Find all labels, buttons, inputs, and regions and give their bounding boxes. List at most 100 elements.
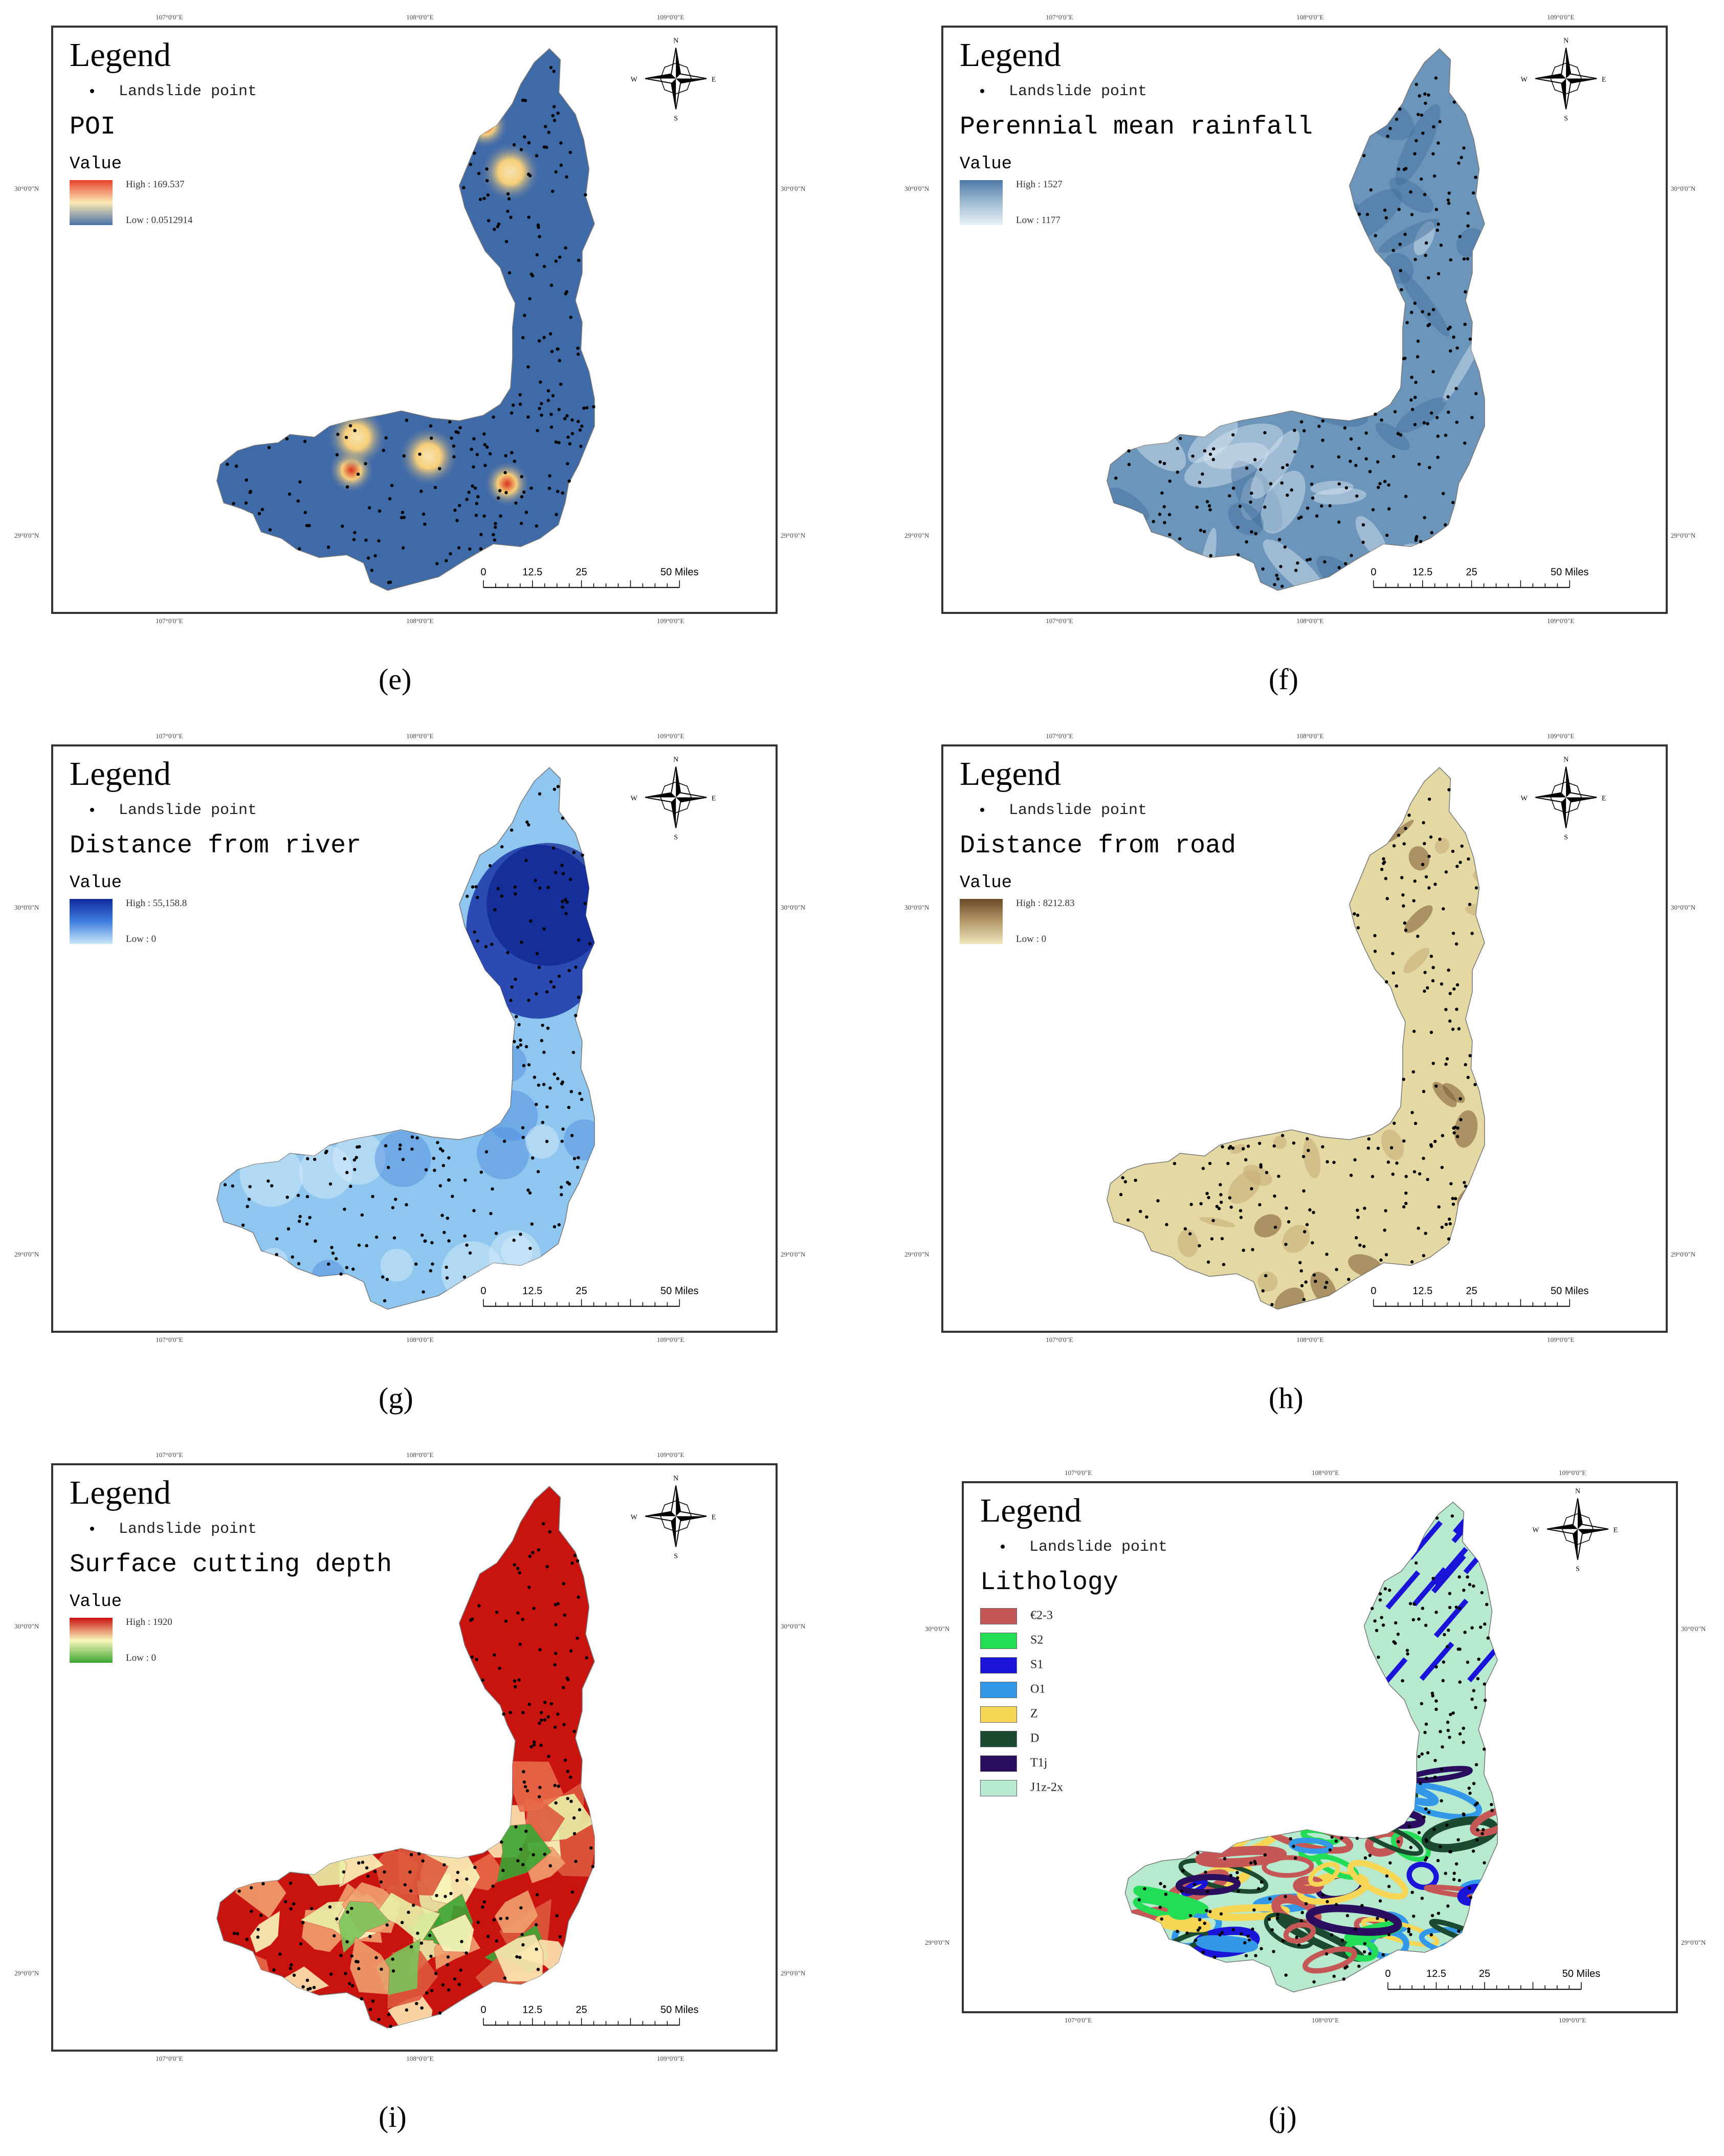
lon-tick-bottom: 108°0'0"E: [406, 1336, 434, 1344]
lon-tick-top: 108°0'0"E: [1296, 732, 1324, 740]
north-arrow-icon: N S E W: [1521, 37, 1606, 123]
legend-title: Legend: [980, 1492, 1081, 1529]
legend-color-ramp: [70, 180, 113, 225]
study-area-map: N S E W 0 12.5 25 50 Miles: [1107, 37, 1606, 591]
class-swatch: [980, 1706, 1017, 1723]
lat-tick-left: 29°0'0"N: [904, 532, 930, 539]
legend-lithology-class: S1: [980, 1657, 1043, 1674]
scale-label: 25: [576, 2004, 587, 2015]
lat-tick-right: 29°0'0"N: [781, 1250, 806, 1258]
lon-tick-bottom: 108°0'0"E: [1296, 1336, 1324, 1344]
compass-w-label: W: [1532, 1527, 1539, 1534]
scale-bar: 0 12.5 25 50 Miles: [480, 1285, 699, 1307]
class-swatch: [980, 1731, 1017, 1747]
compass-e-label: E: [712, 795, 716, 803]
study-area-map: N S E W 0 12.5 25 50 Miles: [1124, 1488, 1618, 1993]
legend-variable-title: Perennial mean rainfall: [960, 113, 1313, 142]
lat-tick-right: 30°0'0"N: [781, 903, 806, 911]
legend-landslide-point: Landslide point: [980, 83, 1147, 100]
legend-title: Legend: [70, 36, 171, 74]
scale-label: 12.5: [1412, 566, 1432, 578]
lon-tick-top: 107°0'0"E: [1046, 13, 1073, 21]
scale-label: 50 Miles: [660, 566, 698, 578]
scale-label: 12.5: [522, 2004, 542, 2015]
scale-label: 12.5: [1426, 1968, 1446, 1979]
lat-tick-left: 29°0'0"N: [14, 1969, 39, 1977]
legend-value-label: Value: [70, 155, 122, 174]
scale-label: 50 Miles: [660, 2004, 698, 2015]
lon-tick-bottom: 109°0'0"E: [657, 1336, 684, 1344]
compass-s-label: S: [1564, 834, 1568, 842]
class-swatch: [980, 1682, 1017, 1698]
lon-tick-top: 107°0'0"E: [1065, 1469, 1092, 1477]
scale-bar: 0 12.5 25 50 Miles: [1371, 566, 1589, 588]
class-label: €2-3: [1030, 1609, 1053, 1622]
scale-label: 0: [1371, 1285, 1376, 1296]
lon-tick-bottom: 107°0'0"E: [1065, 2016, 1092, 2024]
lat-tick-left: 30°0'0"N: [14, 903, 39, 911]
class-label: S2: [1030, 1633, 1044, 1647]
lat-tick-left: 30°0'0"N: [14, 184, 39, 192]
lon-tick-top: 109°0'0"E: [1547, 732, 1575, 740]
north-arrow-icon: N S E W: [1521, 756, 1606, 842]
compass-s-label: S: [674, 1553, 678, 1560]
compass-s-label: S: [674, 115, 678, 123]
scale-label: 12.5: [1412, 1285, 1432, 1296]
lat-tick-right: 29°0'0"N: [1671, 532, 1696, 539]
compass-n-label: N: [1563, 37, 1568, 45]
panel-caption: (h): [1269, 1381, 1303, 1415]
point-label: Landslide point: [1029, 1538, 1168, 1556]
legend-value-label: Value: [70, 873, 122, 893]
legend-color-ramp: [70, 1618, 113, 1663]
legend-value-label: Value: [70, 1592, 122, 1612]
legend-color-ramp: [960, 899, 1003, 944]
panel-caption: (j): [1269, 2100, 1297, 2133]
point-symbol-icon: [1001, 1545, 1005, 1549]
compass-n-label: N: [1563, 756, 1568, 764]
scale-label: 25: [576, 1285, 587, 1296]
legend-low-label: Low : 0: [1016, 934, 1047, 944]
point-label: Landslide point: [1009, 83, 1147, 100]
scale-label: 50 Miles: [1551, 1285, 1588, 1296]
legend-high-label: High : 1920: [126, 1617, 172, 1627]
compass-n-label: N: [673, 1475, 678, 1483]
legend-landslide-point: Landslide point: [90, 802, 257, 819]
lon-tick-bottom: 108°0'0"E: [1312, 2016, 1339, 2024]
lon-tick-bottom: 107°0'0"E: [1046, 1336, 1073, 1344]
lon-tick-bottom: 108°0'0"E: [406, 2055, 434, 2062]
legend-landslide-point: Landslide point: [1001, 1538, 1167, 1556]
lon-tick-top: 108°0'0"E: [406, 732, 434, 740]
compass-s-label: S: [1576, 1566, 1580, 1573]
study-area-fill: [1107, 767, 1485, 1310]
landslide-points: [226, 65, 595, 584]
legend-low-label: Low : 1177: [1016, 215, 1060, 226]
lon-tick-bottom: 107°0'0"E: [156, 2055, 183, 2062]
compass-e-label: E: [712, 76, 716, 84]
landslide-points: [223, 785, 592, 1303]
scale-bar: 0 12.5 25 50 Miles: [480, 2004, 699, 2026]
scale-label: 0: [480, 2004, 486, 2015]
compass-s-label: S: [1564, 115, 1568, 123]
legend-value-label: Value: [960, 873, 1012, 893]
scale-label: 0: [480, 566, 486, 578]
class-swatch: [980, 1780, 1017, 1796]
compass-e-label: E: [712, 1514, 716, 1522]
lat-tick-right: 30°0'0"N: [781, 1622, 806, 1630]
legend-high-label: High : 1527: [1016, 179, 1063, 190]
class-label: O1: [1030, 1682, 1046, 1696]
class-swatch: [980, 1608, 1017, 1624]
scale-label: 12.5: [522, 566, 542, 578]
lat-tick-right: 30°0'0"N: [1671, 903, 1696, 911]
class-label: S1: [1030, 1658, 1044, 1671]
lat-tick-left: 30°0'0"N: [904, 903, 930, 911]
lon-tick-top: 108°0'0"E: [406, 1451, 434, 1459]
compass-s-label: S: [674, 834, 678, 842]
compass-n-label: N: [673, 37, 678, 45]
lon-tick-top: 109°0'0"E: [657, 13, 684, 21]
compass-n-label: N: [1575, 1488, 1580, 1495]
scale-label: 25: [1479, 1968, 1490, 1979]
point-label: Landslide point: [119, 1521, 257, 1538]
point-symbol-icon: [980, 808, 984, 812]
landslide-points: [232, 1522, 595, 2028]
legend-lithology-class: D: [980, 1731, 1039, 1747]
